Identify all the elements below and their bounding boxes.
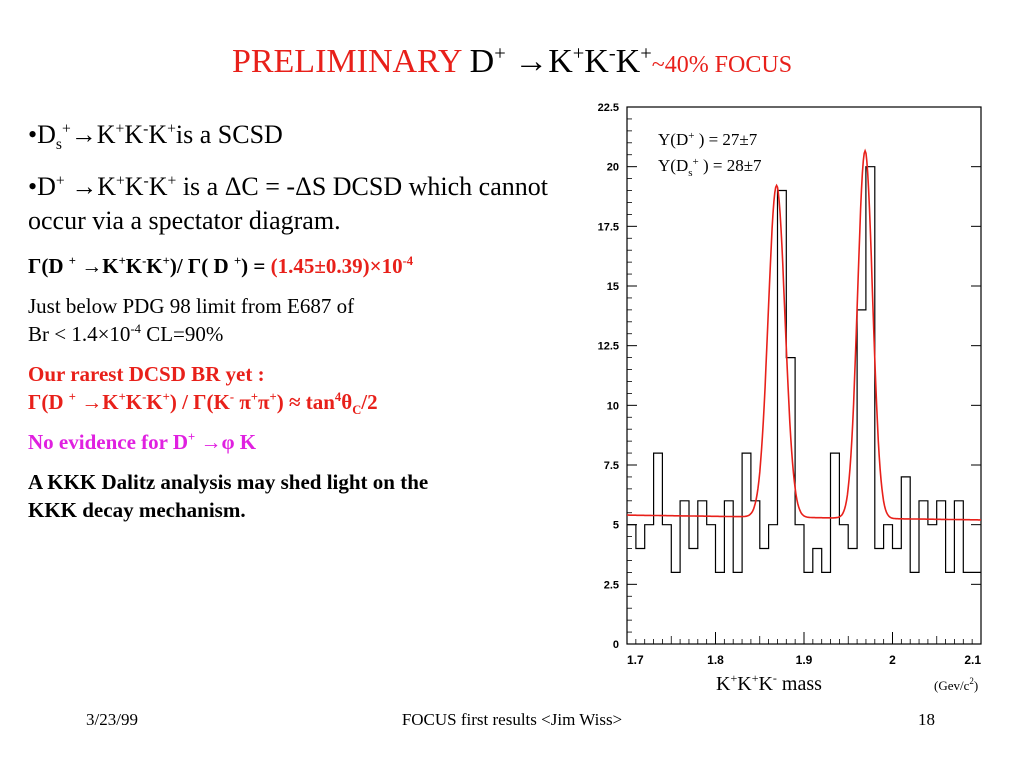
y-tick-label: 7.5: [604, 460, 619, 472]
footer-date: 3/23/99: [86, 710, 138, 729]
data-histogram: [627, 166, 981, 573]
bullet-rarest-dcsd: Our rarest DCSD BR yet : Γ(D + →K+K-K+) /…: [28, 362, 378, 418]
footer-title: FOCUS first results <Jim Wiss>: [401, 710, 623, 729]
yield-dplus-annotation: Y(D+ ) = 27±7: [658, 130, 758, 149]
y-tick-label: 10: [607, 400, 619, 412]
x-axis-ticks: 1.7 1.8 1.9 2 2.1: [626, 632, 982, 667]
y-axis-ticks: 0 2.5 5 7.5 10 12.5 15 17.5 20 22.5: [598, 102, 981, 651]
x-tick-label: 2.1: [964, 653, 981, 667]
title-decay: D+ →K+K-K+: [469, 42, 652, 80]
x-axis-unit: (Gev/c2): [934, 676, 978, 693]
y-tick-label: 17.5: [598, 221, 619, 233]
y-tick-label: 0: [613, 639, 619, 651]
y-tick-label: 12.5: [598, 341, 619, 353]
title-preliminary: PRELIMINARY: [231, 43, 462, 80]
x-tick-label: 2: [889, 653, 896, 667]
x-axis-label: K+K+K- mass: [716, 671, 822, 695]
mass-histogram-chart: 0 2.5 5 7.5 10 12.5 15 17.5 20 22.5 1.7 1.8 1.9 2 2.1…: [598, 102, 982, 695]
y-tick-label: 2.5: [604, 579, 619, 591]
x-tick-label: 1.8: [707, 653, 724, 667]
footer-page-number: 18: [918, 710, 935, 729]
y-tick-label: 20: [607, 162, 619, 174]
bullet-list: •Ds+→K+K-K+is a SCSD •D+ →K+K-K+ is a ΔC…: [28, 118, 576, 532]
fit-curve: [627, 148, 981, 521]
title-fraction: ~40% FOCUS: [651, 52, 793, 78]
bullet-ds-scsd: •Ds+→K+K-K+is a SCSD: [28, 120, 283, 154]
x-tick-label: 1.9: [796, 653, 813, 667]
bullet-dplus-dcsd: •D+ →K+K-K+ is a ΔC = -ΔS DCSD which can…: [28, 172, 548, 235]
x-tick-label: 1.7: [627, 653, 644, 667]
y-tick-label: 5: [613, 520, 619, 532]
y-tick-label: 22.5: [598, 102, 619, 114]
yield-ds-annotation: Y(Ds+ ) = 28±7: [658, 156, 762, 179]
bullet-branching-ratio: Γ(D + →K+K-K+)/ Γ( D +) = (1.45±0.39)×10…: [28, 254, 414, 278]
bullet-pdg-limit: Just below PDG 98 limit from E687 of Br <…: [28, 294, 355, 346]
ratio-value: (1.45±0.39)×10-4: [270, 254, 414, 278]
bullet-no-evidence: No evidence for D+ →φ K: [28, 430, 257, 454]
bullet-dalitz: A KKK Dalitz analysis may shed light on …: [28, 470, 429, 522]
slide-title: PRELIMINARY D+ →K+K-K+~40% FOCUS: [0, 40, 1024, 87]
y-tick-label: 15: [607, 281, 619, 293]
